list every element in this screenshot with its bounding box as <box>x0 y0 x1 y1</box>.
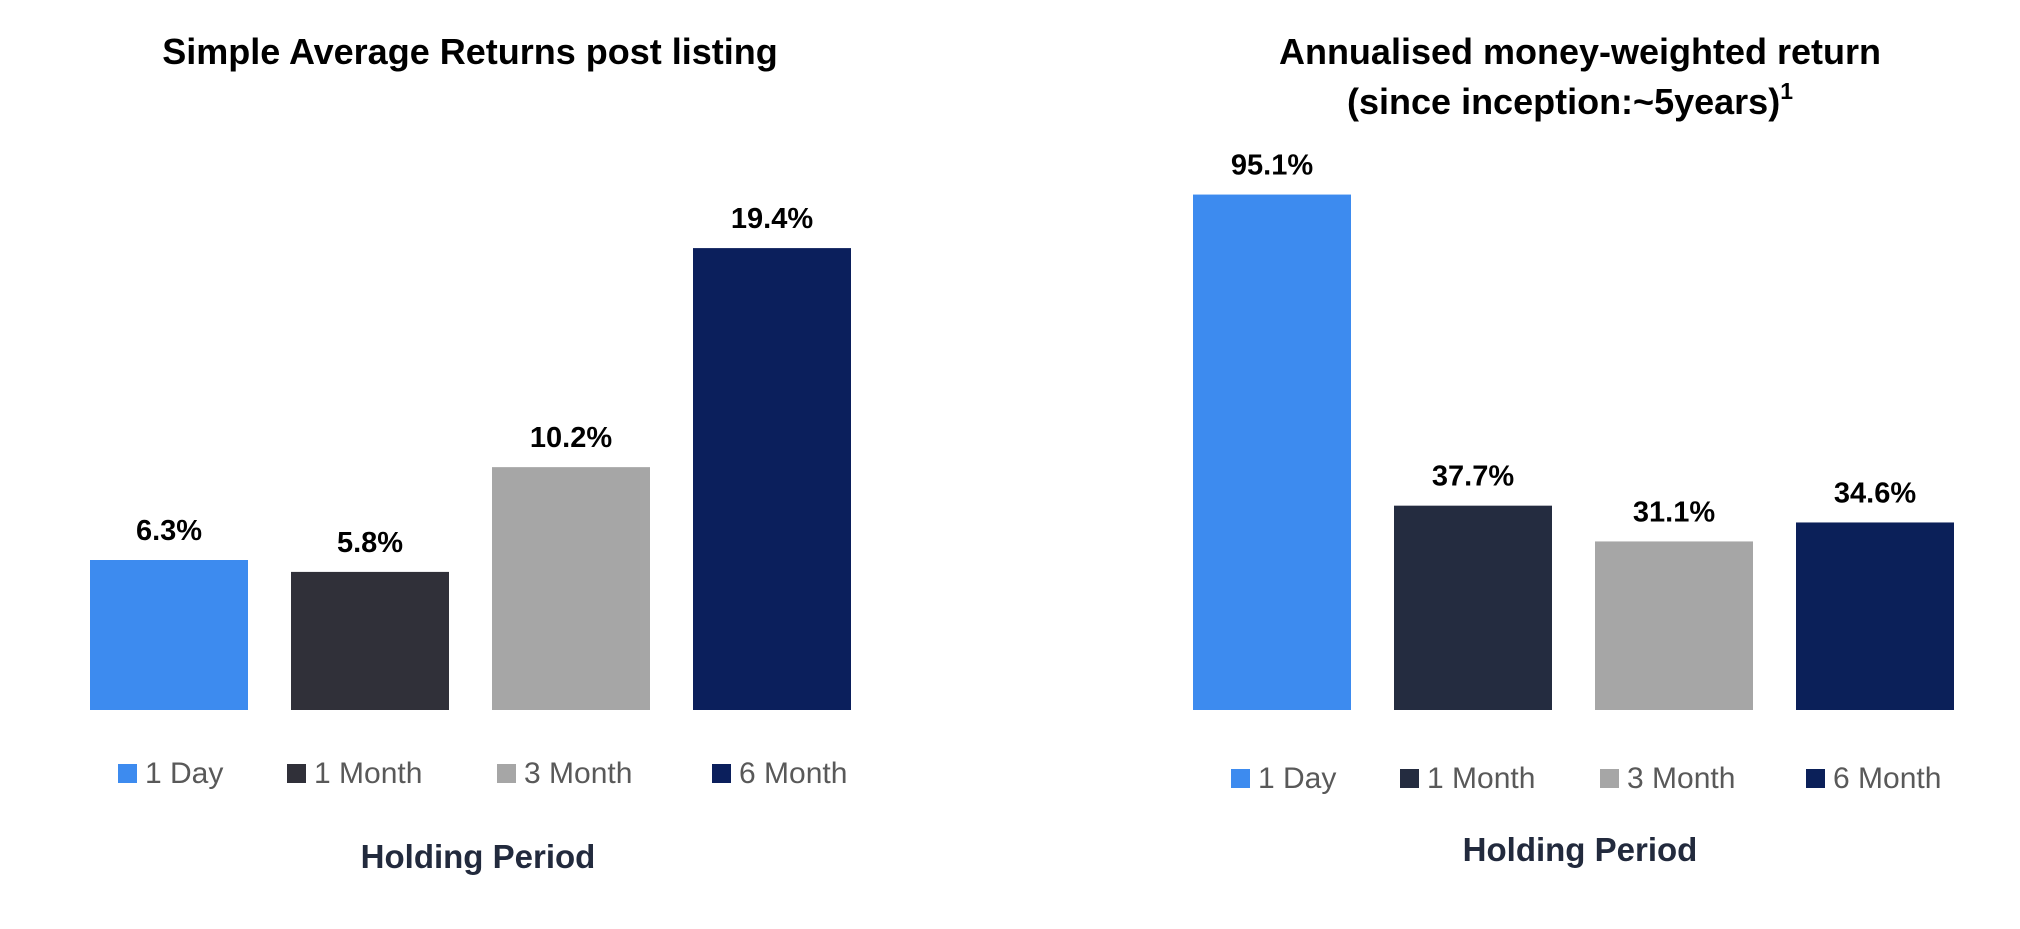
bar-3-month <box>492 467 650 710</box>
value-label-1-day: 6.3% <box>136 515 202 547</box>
chart-title: Simple Average Returns post listing <box>162 31 777 72</box>
chart-title: Annualised money-weighted return <box>1279 31 1881 72</box>
bar-3-month <box>1595 541 1753 710</box>
legend: 1 Day 1 Month 3 Month 6 Month <box>118 757 847 790</box>
bar-1-day <box>90 560 248 710</box>
legend-swatch-6-month <box>712 764 731 783</box>
legend-item-3-month: 3 Month <box>1600 762 1735 795</box>
legend-swatch-3-month <box>497 764 516 783</box>
value-label-1-month: 37.7% <box>1432 461 1514 493</box>
bar-1-month <box>291 571 449 710</box>
value-label-1-month: 5.8% <box>337 527 403 559</box>
chart-subtitle: (since inception:~5years)1 <box>1347 78 1793 122</box>
legend-item-6-month: 6 Month <box>1806 762 1941 795</box>
legend-label-6-month: 6 Month <box>1833 762 1941 795</box>
value-labels-group: 95.1% 37.7% 31.1% 34.6% <box>1231 150 1916 529</box>
bar-6-month <box>693 248 851 710</box>
legend-swatch-6-month <box>1806 769 1825 788</box>
legend: 1 Day 1 Month 3 Month 6 Month <box>1231 762 1941 795</box>
legend-label-3-month: 3 Month <box>524 757 632 790</box>
bar-1-month <box>1394 505 1552 710</box>
subtitle-footnote-marker: 1 <box>1780 78 1793 104</box>
bar-1-day <box>1193 194 1351 711</box>
chart-subtitle-text: (since inception:~5years) <box>1347 81 1780 122</box>
bars-group <box>90 248 851 710</box>
legend-label-1-month: 1 Month <box>314 757 422 790</box>
legend-item-1-day: 1 Day <box>1231 762 1336 795</box>
legend-swatch-1-month <box>287 764 306 783</box>
chart-simple-average-returns-svg: Simple Average Returns post listing 6.3%… <box>90 31 851 875</box>
legend-swatch-1-day <box>118 764 137 783</box>
x-axis-title: Holding Period <box>361 838 596 875</box>
legend-swatch-1-day <box>1231 769 1250 788</box>
legend-label-1-month: 1 Month <box>1427 762 1535 795</box>
legend-label-1-day: 1 Day <box>145 757 223 790</box>
legend-label-6-month: 6 Month <box>739 757 847 790</box>
value-label-6-month: 34.6% <box>1834 477 1916 509</box>
legend-item-1-month: 1 Month <box>1400 762 1535 795</box>
value-label-3-month: 10.2% <box>530 422 612 454</box>
value-label-1-day: 95.1% <box>1231 150 1313 182</box>
legend-label-1-day: 1 Day <box>1258 762 1336 795</box>
legend-item-6-month: 6 Month <box>712 757 847 790</box>
legend-swatch-3-month <box>1600 769 1619 788</box>
legend-item-1-month: 1 Month <box>287 757 422 790</box>
legend-swatch-1-month <box>1400 769 1419 788</box>
value-label-3-month: 31.1% <box>1633 496 1715 528</box>
chart-annualised-money-weighted-return: Annualised money-weighted return (since … <box>1010 0 2020 924</box>
value-labels-group: 6.3% 5.8% 10.2% 19.4% <box>136 203 813 559</box>
legend-item-1-day: 1 Day <box>118 757 223 790</box>
chart-simple-average-returns: Simple Average Returns post listing 6.3%… <box>0 0 1010 924</box>
chart-annualised-money-weighted-return-svg: Annualised money-weighted return (since … <box>1193 31 1954 868</box>
value-label-6-month: 19.4% <box>731 203 813 235</box>
bar-6-month <box>1796 522 1954 710</box>
bars-group <box>1193 194 1954 711</box>
legend-label-3-month: 3 Month <box>1627 762 1735 795</box>
x-axis-title: Holding Period <box>1463 831 1698 868</box>
legend-item-3-month: 3 Month <box>497 757 632 790</box>
